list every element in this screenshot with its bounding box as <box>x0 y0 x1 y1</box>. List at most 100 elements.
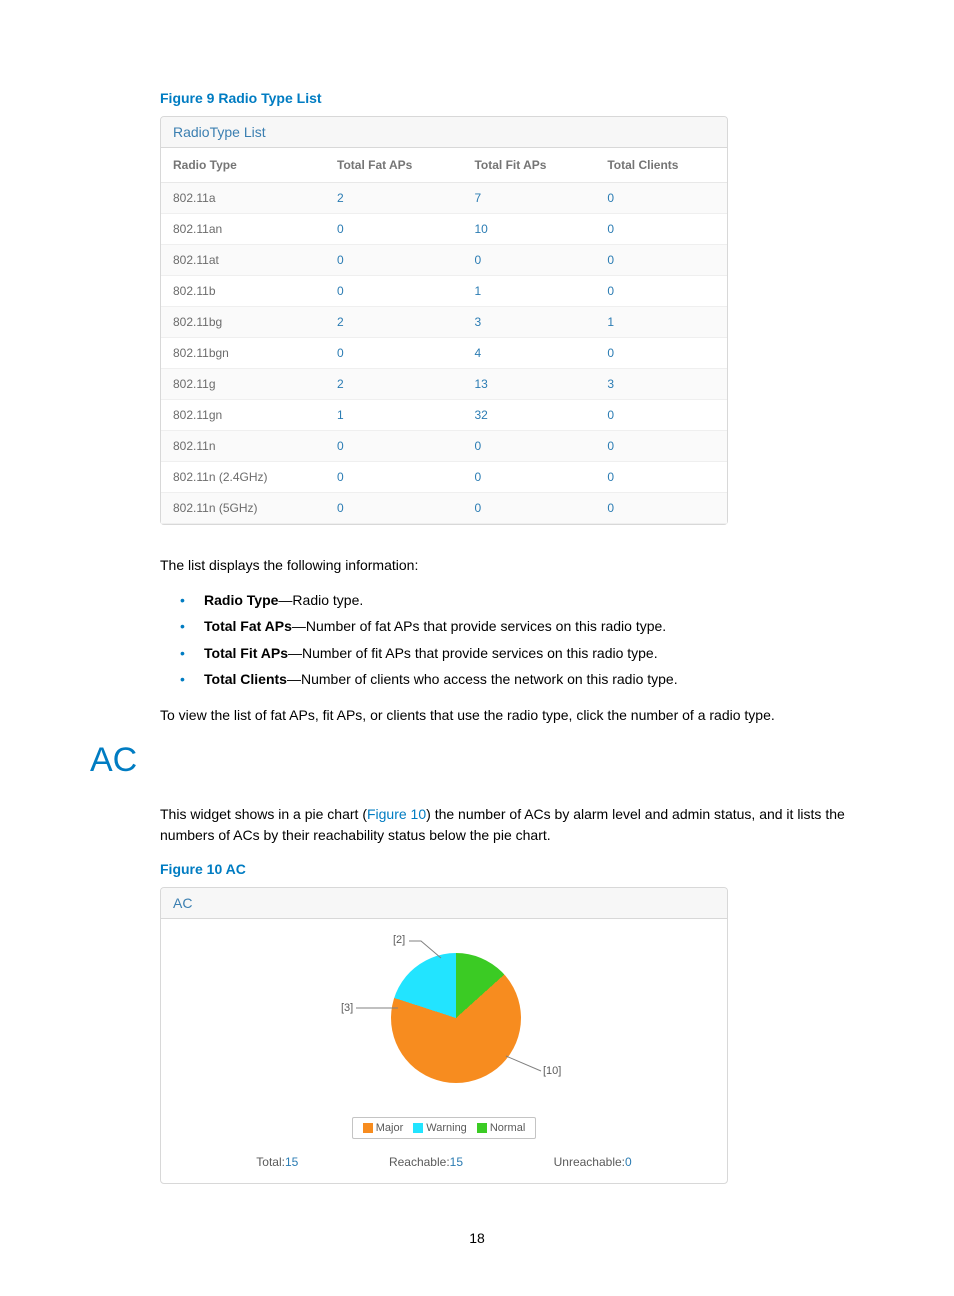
cell-radio-type: 802.11an <box>161 214 325 245</box>
table-row: 802.11an0100 <box>161 214 727 245</box>
cell-radio-type: 802.11n (2.4GHz) <box>161 462 325 493</box>
cell-value[interactable]: 0 <box>462 431 595 462</box>
stat-reachable-label: Reachable: <box>389 1155 450 1169</box>
pie-area: [2] [3] [10] <box>171 933 717 1113</box>
list-item: Total Fat APs—Number of fat APs that pro… <box>180 613 864 640</box>
swatch-major <box>363 1123 373 1133</box>
swatch-normal <box>477 1123 487 1133</box>
cell-value[interactable]: 0 <box>595 214 727 245</box>
radiotype-panel-header: RadioType List <box>161 117 727 148</box>
cell-value[interactable]: 1 <box>462 276 595 307</box>
cell-value[interactable]: 2 <box>325 369 462 400</box>
cell-value[interactable]: 0 <box>325 493 462 524</box>
col-total-fit-aps: Total Fit APs <box>462 148 595 183</box>
table-row: 802.11g2133 <box>161 369 727 400</box>
cell-radio-type: 802.11n <box>161 431 325 462</box>
cell-value[interactable]: 0 <box>462 493 595 524</box>
pie-chart <box>391 953 521 1083</box>
cell-radio-type: 802.11a <box>161 183 325 214</box>
radiotype-panel: RadioType List Radio Type Total Fat APs … <box>160 116 728 525</box>
cell-value[interactable]: 0 <box>462 462 595 493</box>
desc-list: Radio Type—Radio type. Total Fat APs—Num… <box>180 587 864 693</box>
stat-unreachable-label: Unreachable: <box>554 1155 625 1169</box>
term: Total Fat APs <box>204 618 292 634</box>
ac-panel-header: AC <box>161 888 727 919</box>
cell-value[interactable]: 7 <box>462 183 595 214</box>
cell-value[interactable]: 13 <box>462 369 595 400</box>
desc-outro: To view the list of fat APs, fit APs, or… <box>160 705 864 727</box>
stat-reachable-value[interactable]: 15 <box>450 1155 463 1169</box>
cell-value[interactable]: 10 <box>462 214 595 245</box>
desc-intro: The list displays the following informat… <box>160 555 864 577</box>
cell-value[interactable]: 0 <box>325 462 462 493</box>
table-row: 802.11n (5GHz)000 <box>161 493 727 524</box>
cell-value[interactable]: 0 <box>325 338 462 369</box>
cell-value[interactable]: 0 <box>595 400 727 431</box>
pie-label-3: [3] <box>341 1002 353 1014</box>
cell-radio-type: 802.11bgn <box>161 338 325 369</box>
cell-value[interactable]: 0 <box>595 183 727 214</box>
cell-value[interactable]: 2 <box>325 307 462 338</box>
stat-total-value[interactable]: 15 <box>285 1155 298 1169</box>
stat-total-label: Total: <box>256 1155 285 1169</box>
cell-radio-type: 802.11g <box>161 369 325 400</box>
table-row: 802.11n (2.4GHz)000 <box>161 462 727 493</box>
cell-value[interactable]: 0 <box>325 214 462 245</box>
table-row: 802.11b010 <box>161 276 727 307</box>
stat-unreachable-value[interactable]: 0 <box>625 1155 632 1169</box>
cell-value[interactable]: 0 <box>595 276 727 307</box>
table-row: 802.11n000 <box>161 431 727 462</box>
cell-value[interactable]: 0 <box>595 462 727 493</box>
cell-value[interactable]: 0 <box>595 338 727 369</box>
ac-para-pre: This widget shows in a pie chart ( <box>160 806 367 822</box>
cell-value[interactable]: 0 <box>595 493 727 524</box>
list-item: Radio Type—Radio type. <box>180 587 864 614</box>
table-header-row: Radio Type Total Fat APs Total Fit APs T… <box>161 148 727 183</box>
cell-value[interactable]: 0 <box>325 276 462 307</box>
legend-label: Major <box>376 1122 404 1134</box>
col-total-clients: Total Clients <box>595 148 727 183</box>
cell-value[interactable]: 2 <box>325 183 462 214</box>
term: Total Fit APs <box>204 645 288 661</box>
term-text: —Number of fit APs that provide services… <box>288 645 658 661</box>
table-row: 802.11bg231 <box>161 307 727 338</box>
figure10-link[interactable]: Figure 10 <box>367 806 426 822</box>
cell-value[interactable]: 4 <box>462 338 595 369</box>
pie-label-2: [2] <box>393 934 405 946</box>
cell-value[interactable]: 32 <box>462 400 595 431</box>
cell-value[interactable]: 1 <box>325 400 462 431</box>
cell-radio-type: 802.11gn <box>161 400 325 431</box>
legend-label: Normal <box>490 1122 525 1134</box>
table-row: 802.11at000 <box>161 245 727 276</box>
term: Total Clients <box>204 671 287 687</box>
cell-value[interactable]: 0 <box>325 245 462 276</box>
cell-value[interactable]: 0 <box>595 431 727 462</box>
cell-radio-type: 802.11b <box>161 276 325 307</box>
radiotype-table: Radio Type Total Fat APs Total Fit APs T… <box>161 148 727 524</box>
pie-label-10: [10] <box>543 1065 561 1077</box>
cell-value[interactable]: 0 <box>462 245 595 276</box>
ac-paragraph: This widget shows in a pie chart (Figure… <box>160 804 864 847</box>
legend-label: Warning <box>426 1122 467 1134</box>
ac-stats-row: Total:15 Reachable:15 Unreachable:0 <box>171 1155 717 1173</box>
col-radio-type: Radio Type <box>161 148 325 183</box>
col-total-fat-aps: Total Fat APs <box>325 148 462 183</box>
cell-value[interactable]: 3 <box>462 307 595 338</box>
cell-value[interactable]: 1 <box>595 307 727 338</box>
cell-value[interactable]: 0 <box>325 431 462 462</box>
cell-value[interactable]: 0 <box>595 245 727 276</box>
swatch-warning <box>413 1123 423 1133</box>
legend-item-major: Major <box>363 1122 404 1134</box>
cell-value[interactable]: 3 <box>595 369 727 400</box>
list-item: Total Fit APs—Number of fit APs that pro… <box>180 640 864 667</box>
table-row: 802.11bgn040 <box>161 338 727 369</box>
term-text: —Number of clients who access the networ… <box>287 671 678 687</box>
figure9-caption: Figure 9 Radio Type List <box>160 90 864 106</box>
ac-panel: AC [2] [3] [10] Major Warning Normal Tot… <box>160 887 728 1184</box>
ac-panel-body: [2] [3] [10] Major Warning Normal Total:… <box>161 919 727 1183</box>
table-row: 802.11gn1320 <box>161 400 727 431</box>
stat-total: Total:15 <box>256 1155 298 1169</box>
cell-radio-type: 802.11at <box>161 245 325 276</box>
stat-unreachable: Unreachable:0 <box>554 1155 632 1169</box>
term-text: —Radio type. <box>278 592 363 608</box>
